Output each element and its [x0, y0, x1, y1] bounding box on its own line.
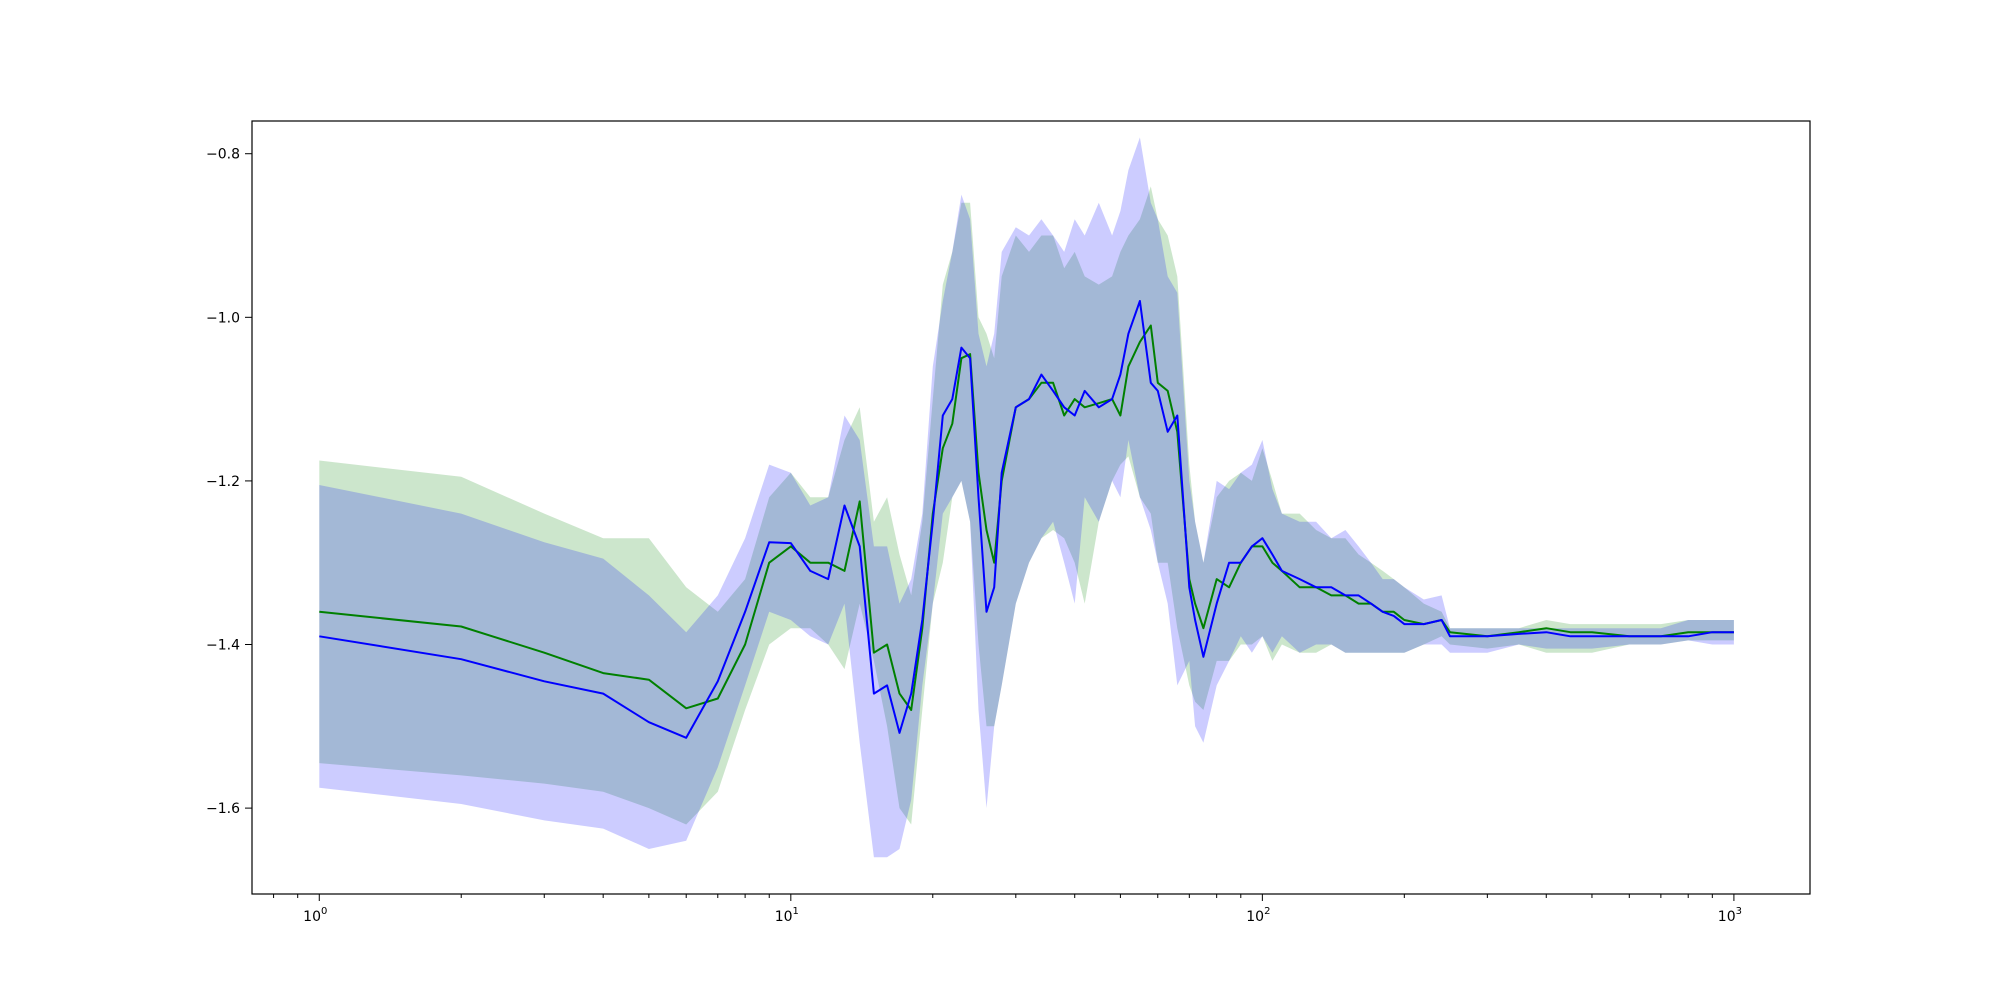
- y-tick-label: −0.8: [206, 147, 240, 163]
- mean-lines: [319, 300, 1734, 739]
- y-tick-label: −1.0: [206, 310, 240, 326]
- x-tick-label: 103: [1718, 906, 1742, 925]
- y-tick-label: −1.2: [206, 474, 240, 490]
- x-tick-label: 101: [775, 906, 799, 925]
- green-series-band: [319, 186, 1734, 825]
- blue-series-band: [319, 137, 1734, 858]
- y-tick-label: −1.4: [206, 638, 240, 654]
- y-axis: −0.8 −1.0 −1.2 −1.4 −1.6: [206, 147, 252, 817]
- y-tick-label: −1.6: [206, 801, 240, 817]
- plot-area-frame: [251, 120, 1811, 895]
- green-series-line: [319, 324, 1734, 711]
- x-tick-label: 102: [1246, 906, 1270, 925]
- blue-series-line: [319, 300, 1734, 739]
- x-axis: 100 101 102 103: [273, 894, 1742, 925]
- confidence-bands: [319, 137, 1734, 858]
- x-tick-label: 100: [303, 906, 327, 925]
